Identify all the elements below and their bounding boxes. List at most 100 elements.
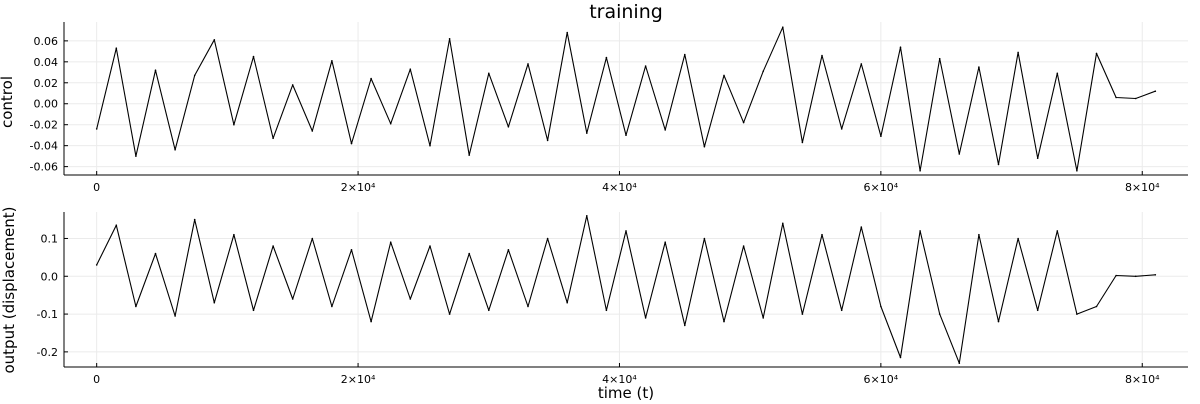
data-point [1076,313,1078,315]
x-tick-label: 0 [93,373,100,386]
x-tick-label: 8×10⁴ [1125,181,1160,194]
data-point [840,128,843,130]
data-point [566,31,568,34]
data-point [880,305,882,308]
data-point [703,145,706,148]
data-point [1095,52,1098,55]
data-point [723,74,725,77]
data-point [507,249,510,251]
data-point [1154,90,1157,92]
data-point [311,130,314,132]
data-point [1095,305,1098,308]
x-tick-label: 0 [93,181,100,194]
data-point [448,38,451,40]
data-point [899,356,902,359]
data-point [527,63,529,65]
data-point [193,74,196,77]
data-point [135,305,137,308]
data-point [252,309,255,312]
data-point [350,249,353,251]
y-tick-label: -0.04 [30,140,58,153]
data-point [213,301,216,304]
data-point [958,362,961,365]
data-point [625,230,627,232]
data-point [468,252,471,255]
data-point [546,139,549,142]
series-line-1 [96,26,1156,172]
data-point [997,163,1000,166]
y-tick-label: -0.2 [37,346,58,359]
data-point [135,155,137,157]
data-point [311,237,314,240]
data-point [978,66,980,68]
data-point [488,309,490,312]
data-point [703,237,706,240]
y-tick-label: 0.1 [41,232,59,245]
data-point [468,154,471,156]
x-tick-label: 8×10⁴ [1125,373,1160,386]
data-point [782,222,784,225]
data-point [291,84,294,86]
x-tick-label: 6×10⁴ [864,373,899,386]
x-tick-label: 6×10⁴ [864,181,899,194]
data-point [409,298,412,300]
y-axis-label-output: output (displacement) [0,206,18,373]
chart-title: training [589,1,663,23]
data-point [448,313,451,315]
y-tick-label: 0.0 [41,270,59,283]
data-point [1056,72,1059,75]
data-point [272,245,274,247]
data-point [1115,96,1117,99]
data-point [507,126,510,128]
data-point [742,121,745,124]
data-point [95,264,98,266]
y-tick-label: -0.06 [30,161,58,174]
x-tick-label: 2×10⁴ [341,373,376,386]
data-point [644,317,647,319]
data-point [586,215,588,217]
data-point [723,320,725,323]
data-point [1134,97,1137,100]
y-tick-label: 0.04 [34,56,59,69]
data-point [938,313,941,315]
data-point [331,60,333,62]
x-tick-label: 4×10⁴ [602,373,637,386]
data-point [801,141,804,144]
data-point [644,65,647,67]
data-point [1115,274,1117,277]
data-point [625,134,627,136]
data-point [664,129,666,131]
data-point [684,324,686,327]
data-point [1036,309,1039,312]
data-point [1154,274,1157,276]
data-point [684,53,686,56]
y-tick-label: 0.06 [34,35,59,48]
data-point [193,218,196,221]
y-tick-label: -0.1 [37,308,58,321]
data-point [762,317,764,319]
data-point [919,230,921,232]
data-point [782,26,784,29]
data-point [1017,51,1019,54]
y-axis-label-control: control [0,76,16,128]
y-tick-label: -0.02 [30,119,58,132]
x-axis-label: time (t) [598,384,654,400]
data-point [742,245,745,247]
data-point [821,54,823,57]
data-point [958,153,961,155]
data-point [291,298,294,300]
data-point [605,309,608,312]
data-point [860,226,863,228]
y-tick-label: 0.00 [34,98,59,111]
data-point [174,315,176,317]
data-point [115,47,118,49]
data-point [272,137,274,140]
data-point [527,305,529,308]
data-point [880,135,882,137]
data-point [389,122,392,125]
data-point [899,46,902,48]
data-point [586,132,588,134]
data-point [821,233,823,236]
